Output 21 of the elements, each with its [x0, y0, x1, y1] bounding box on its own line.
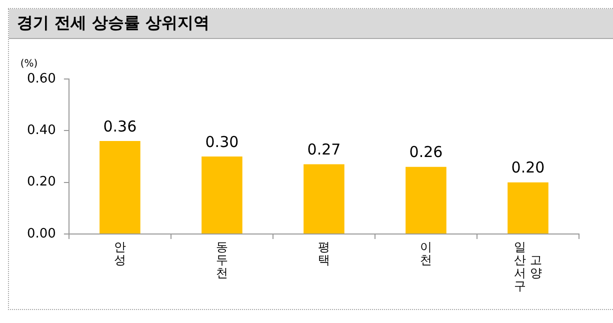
- bar: [100, 141, 140, 234]
- data-label: 0.20: [511, 158, 545, 177]
- data-label: 0.27: [307, 140, 341, 159]
- y-tick-label: 0.60: [26, 71, 56, 86]
- x-tick-label: 고양 일산서구: [514, 240, 542, 294]
- bar: [202, 156, 242, 234]
- y-axis-title: (%): [20, 58, 38, 70]
- bar: [406, 166, 446, 234]
- x-tick-label: 동두천: [216, 240, 228, 280]
- bar: [508, 182, 548, 234]
- x-tick-label: 안성: [114, 240, 126, 268]
- bar: [304, 164, 344, 234]
- data-label: 0.26: [409, 143, 443, 162]
- data-label: 0.30: [205, 132, 239, 151]
- x-tick-label: 이천: [420, 240, 432, 268]
- y-tick-label: 0.20: [26, 174, 56, 190]
- y-tick-label: 0.00: [26, 226, 56, 242]
- x-tick-label: 평택: [318, 240, 330, 268]
- chart-title: 경기 전세 상승률 상위지역: [9, 9, 613, 39]
- data-label: 0.36: [103, 117, 137, 136]
- y-tick-label: 0.40: [26, 123, 56, 138]
